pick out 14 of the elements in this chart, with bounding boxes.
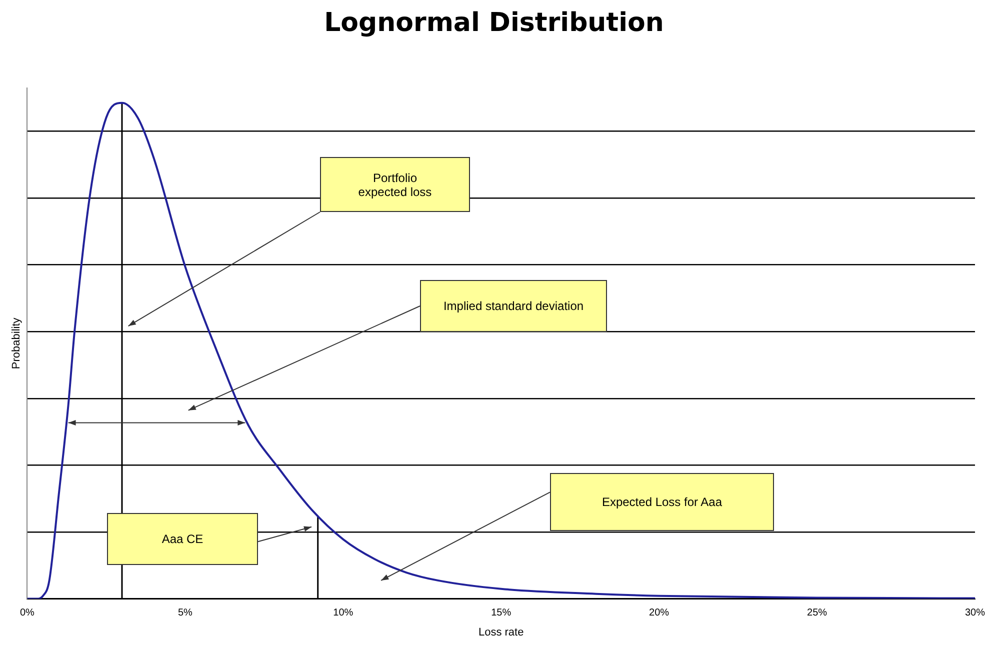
x-tick-label: 15%	[491, 608, 512, 619]
callout-box: Expected Loss for Aaa	[550, 473, 774, 531]
x-tick-label: 5%	[178, 608, 192, 619]
x-tick-label: 0%	[20, 608, 35, 619]
x-tick-label: 20%	[649, 608, 670, 619]
x-tick-label: 25%	[807, 608, 828, 619]
x-tick-label: 30%	[964, 608, 986, 619]
chart-title: Lognormal Distribution	[323, 8, 665, 38]
callout-box: Portfolio expected loss	[320, 157, 470, 212]
y-axis-title: Probability	[10, 317, 23, 370]
callout-box: Aaa CE	[107, 513, 258, 565]
callout-box: Implied standard deviation	[420, 280, 607, 332]
x-tick-label: 10%	[333, 608, 354, 619]
x-axis-title: Loss rate	[478, 626, 524, 638]
